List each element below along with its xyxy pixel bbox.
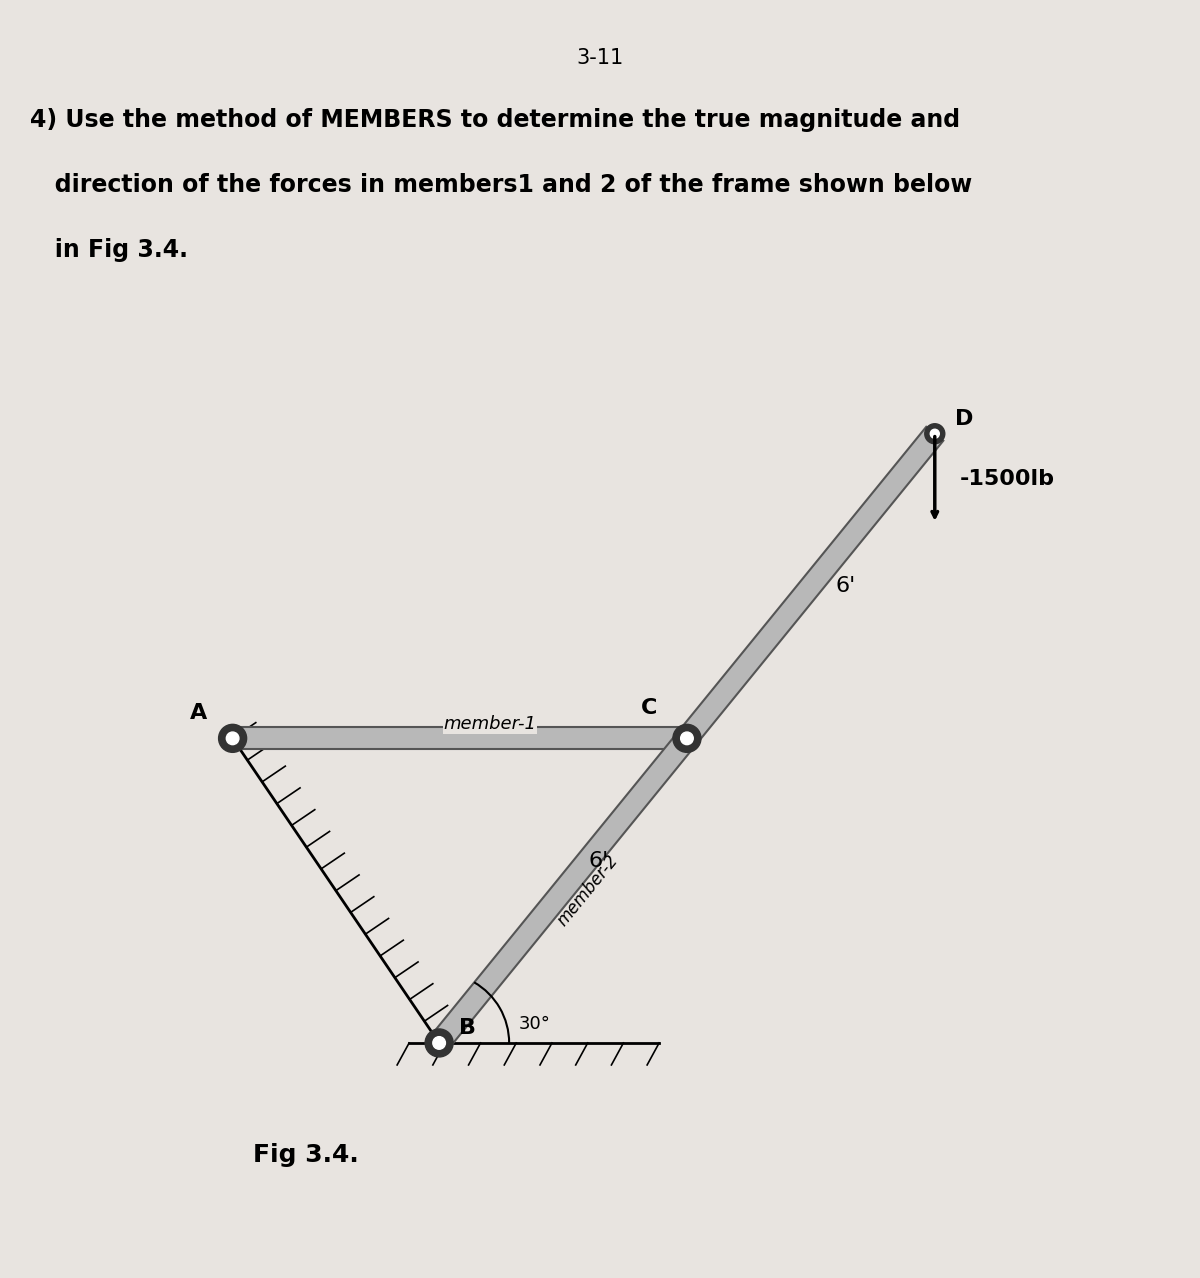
Text: member-1: member-1 [443,716,536,734]
Text: 6': 6' [836,576,856,596]
Circle shape [425,1029,454,1057]
Text: in Fig 3.4.: in Fig 3.4. [30,238,188,262]
Text: B: B [460,1019,476,1038]
Polygon shape [233,727,686,749]
Text: 4) Use the method of MEMBERS to determine the true magnitude and: 4) Use the method of MEMBERS to determin… [30,109,960,132]
Text: Fig 3.4.: Fig 3.4. [253,1143,359,1167]
Text: -1500lb: -1500lb [960,469,1055,488]
Circle shape [680,732,694,745]
Text: C: C [641,698,656,718]
Circle shape [930,429,940,438]
Circle shape [218,725,247,753]
Text: direction of the forces in members1 and 2 of the frame shown below: direction of the forces in members1 and … [30,173,972,197]
Text: 6': 6' [588,851,608,870]
Circle shape [925,424,944,443]
Polygon shape [431,427,943,1051]
Circle shape [673,725,701,753]
Text: 30°: 30° [520,1015,551,1033]
Text: A: A [191,703,208,723]
Circle shape [433,1036,445,1049]
Circle shape [227,732,239,745]
Text: 3-11: 3-11 [576,49,624,68]
Text: D: D [955,409,973,428]
Text: member-2: member-2 [554,851,623,929]
